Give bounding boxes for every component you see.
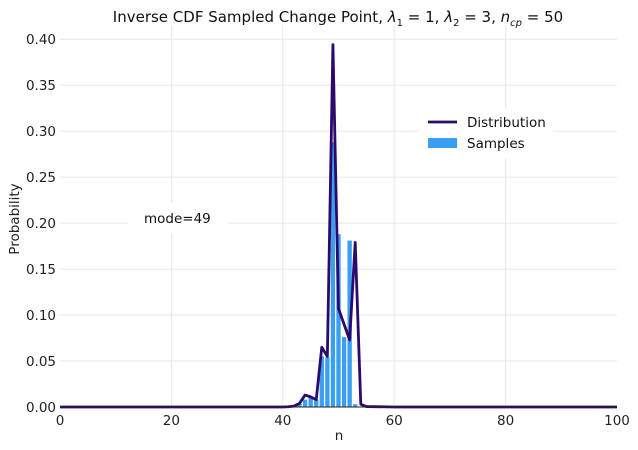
distribution-line <box>60 43 617 409</box>
sample-bar <box>297 403 302 407</box>
x-tick-label: 20 <box>163 413 180 429</box>
y-tick-label: 0.10 <box>26 308 56 324</box>
legend: Distribution Samples <box>418 108 553 158</box>
y-axis-label: Probability <box>7 183 23 254</box>
x-tick-label: 40 <box>274 413 291 429</box>
y-tick-label: 0.25 <box>26 170 56 186</box>
x-tick-label: 100 <box>604 413 630 429</box>
sample-bar <box>330 142 336 407</box>
sample-bar <box>325 357 330 407</box>
sample-bar <box>336 234 341 407</box>
legend-distribution-label: Distribution <box>467 115 546 131</box>
legend-samples-swatch <box>428 138 457 148</box>
sample-bar <box>341 337 347 407</box>
mode-annotation: mode=49 <box>128 203 228 233</box>
x-tick-labels: 0 20 40 60 80 100 <box>56 413 630 429</box>
y-tick-label: 0.20 <box>26 216 56 232</box>
y-tick-label: 0.15 <box>26 262 56 278</box>
y-tick-label: 0.40 <box>26 32 56 48</box>
x-tick-label: 80 <box>497 413 514 429</box>
sample-bar <box>302 399 308 407</box>
annotation-box <box>128 203 228 233</box>
sample-bar <box>319 356 324 407</box>
y-tick-label: 0.05 <box>26 354 56 370</box>
sample-bar <box>314 399 319 407</box>
sample-bar <box>353 404 358 407</box>
legend-samples-label: Samples <box>467 136 525 152</box>
sample-bar <box>308 396 313 407</box>
chart-title: Inverse CDF Sampled Change Point, λ1 = 1… <box>113 8 563 29</box>
y-tick-labels: 0.00 0.05 0.10 0.15 0.20 0.25 0.30 0.35 0.40 <box>26 32 56 416</box>
x-tick-label: 60 <box>386 413 403 429</box>
y-tick-label: 0.35 <box>26 78 56 94</box>
y-tick-label: 0.00 <box>26 400 56 416</box>
y-tick-label: 0.30 <box>26 124 56 140</box>
annotation-text: mode=49 <box>144 211 211 227</box>
x-axis-label: n <box>335 428 344 444</box>
x-tick-label: 0 <box>56 413 65 429</box>
